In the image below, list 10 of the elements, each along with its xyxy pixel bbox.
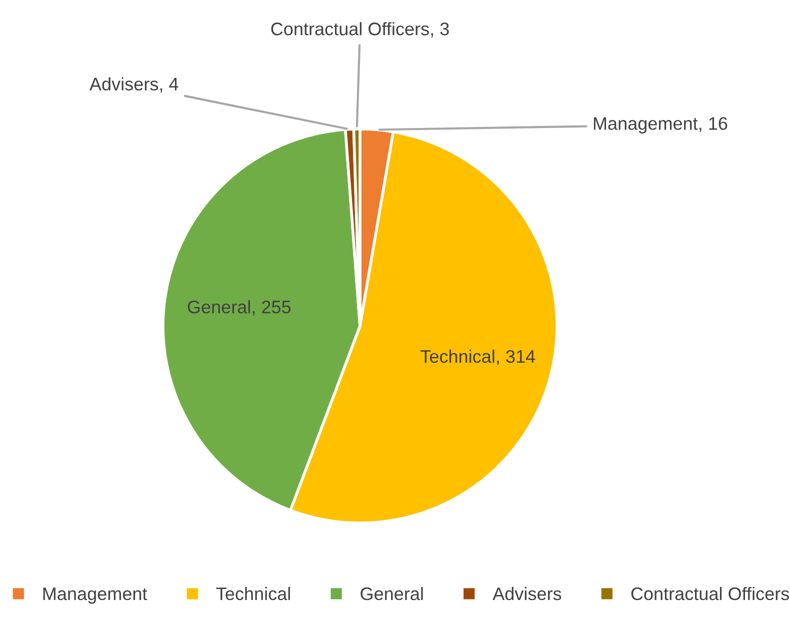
data-label: Management, 16 (594, 117, 728, 134)
data-label: Advisers, 4 (89, 77, 178, 93)
legend-label: Technical (216, 586, 290, 600)
legend-label: General (360, 586, 423, 600)
data-label: Technical, 314 (420, 350, 536, 366)
legend-label: Management (43, 588, 148, 604)
legend-label: Advisers (492, 586, 562, 600)
data-label: General, 255 (188, 300, 291, 316)
data-label: Contractual Officers, 3 (271, 22, 449, 38)
legend-label: Contractual Officers (631, 586, 790, 600)
